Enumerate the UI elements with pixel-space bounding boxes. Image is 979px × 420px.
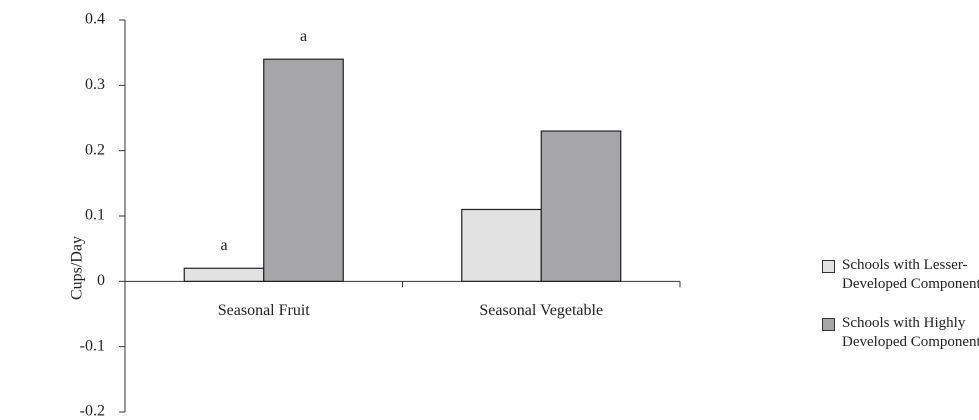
y-axis-label: Cups/Day — [69, 236, 86, 300]
y-tick-label: 0.3 — [85, 76, 105, 93]
bar-annotation: a — [220, 237, 227, 254]
y-tick-label: 0.1 — [85, 207, 105, 224]
x-tick-label: Seasonal Fruit — [218, 302, 311, 319]
legend-item: Schools with Highly Developed Components — [822, 314, 979, 352]
bar-annotation: a — [300, 28, 307, 45]
x-tick-label: Seasonal Vegetable — [479, 302, 603, 319]
legend-item: Schools with Lesser-Developed Components — [822, 256, 979, 294]
y-tick-label: 0.4 — [85, 11, 105, 28]
legend-label: Schools with Highly Developed Components — [842, 315, 979, 350]
legend-swatch — [822, 260, 835, 273]
y-tick-label: -0.1 — [80, 337, 105, 354]
bar — [263, 58, 344, 282]
y-tick-label: 0 — [97, 272, 105, 289]
bar — [183, 267, 265, 282]
legend-label: Schools with Lesser-Developed Components — [842, 257, 979, 292]
bar — [540, 130, 622, 282]
bar — [461, 208, 542, 282]
legend-swatch — [822, 318, 835, 331]
y-tick-label: -0.2 — [80, 403, 105, 420]
y-tick-label: 0.2 — [85, 141, 105, 158]
